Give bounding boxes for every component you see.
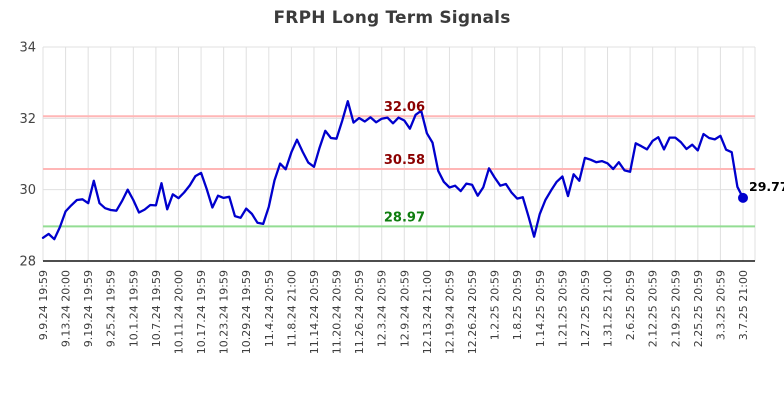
x-axis-tick-label: 1.8.25 20:59	[511, 270, 524, 340]
x-axis-tick-label: 10.1.24 19:59	[127, 270, 140, 347]
y-axis-tick-label: 34	[19, 41, 36, 56]
x-axis-tick-label: 11.26.24 20:59	[353, 270, 366, 354]
x-axis-tick-label: 10.7.24 19:59	[150, 270, 163, 347]
x-axis-tick-label: 11.4.24 20:59	[263, 270, 276, 347]
x-axis-tick-label: 12.19.24 20:59	[443, 270, 456, 354]
x-axis-tick-label: 12.26.24 20:59	[466, 270, 479, 354]
x-axis-tick-label: 9.9.24 19:59	[37, 270, 50, 340]
x-axis-tick-label: 12.13.24 21:00	[421, 270, 434, 354]
x-axis-tick-label: 10.17.24 19:59	[195, 270, 208, 354]
x-axis-tick-label: 2.6.25 20:59	[624, 270, 637, 340]
x-axis-tick-label: 3.3.25 20:59	[714, 270, 727, 340]
last-point-dot	[738, 192, 748, 203]
x-axis-tick-label: 2.19.25 20:59	[669, 270, 682, 347]
x-axis-tick-label: 9.13.24 20:00	[60, 270, 73, 347]
x-axis-tick-label: 10.11.24 20:00	[172, 270, 185, 354]
x-axis-tick-label: 11.14.24 20:59	[308, 270, 321, 354]
x-axis-tick-label: 3.7.25 21:00	[737, 270, 750, 340]
price-line	[41, 100, 745, 241]
x-axis-tick-label: 1.2.25 20:59	[489, 270, 502, 340]
x-axis-tick-label: 2.25.25 20:59	[692, 270, 705, 347]
y-axis-tick-label: 28	[19, 255, 36, 270]
signal-line-label: 32.06	[384, 100, 425, 115]
x-axis-tick-label: 10.23.24 19:59	[218, 270, 231, 354]
x-axis-tick-label: 1.14.25 20:59	[534, 270, 547, 347]
x-axis-tick-label: 9.25.24 19:59	[105, 270, 118, 347]
x-axis-tick-label: 1.27.25 20:59	[579, 270, 592, 347]
x-axis-tick-label: 1.31.25 21:00	[602, 270, 615, 347]
x-axis-tick-label: 11.20.24 20:59	[331, 270, 344, 354]
x-axis-tick-label: 9.19.24 19:59	[82, 270, 95, 347]
y-axis-tick-label: 30	[19, 183, 36, 198]
x-axis-tick-label: 2.12.25 20:59	[647, 270, 660, 347]
signal-line-label: 30.58	[384, 153, 425, 168]
chart-title: FRPH Long Term Signals	[273, 8, 511, 28]
x-axis-tick-label: 10.29.24 19:59	[240, 270, 253, 354]
x-axis-tick-label: 1.21.25 20:59	[556, 270, 569, 347]
x-axis-tick-label: 12.3.24 20:59	[376, 270, 389, 347]
y-axis-tick-label: 32	[19, 112, 36, 127]
last-point-label: 29.77	[749, 179, 784, 194]
signal-line-label: 28.97	[384, 210, 425, 225]
x-axis-tick-label: 12.9.24 20:59	[398, 270, 411, 347]
x-axis-tick-label: 11.8.24 21:00	[285, 270, 298, 347]
